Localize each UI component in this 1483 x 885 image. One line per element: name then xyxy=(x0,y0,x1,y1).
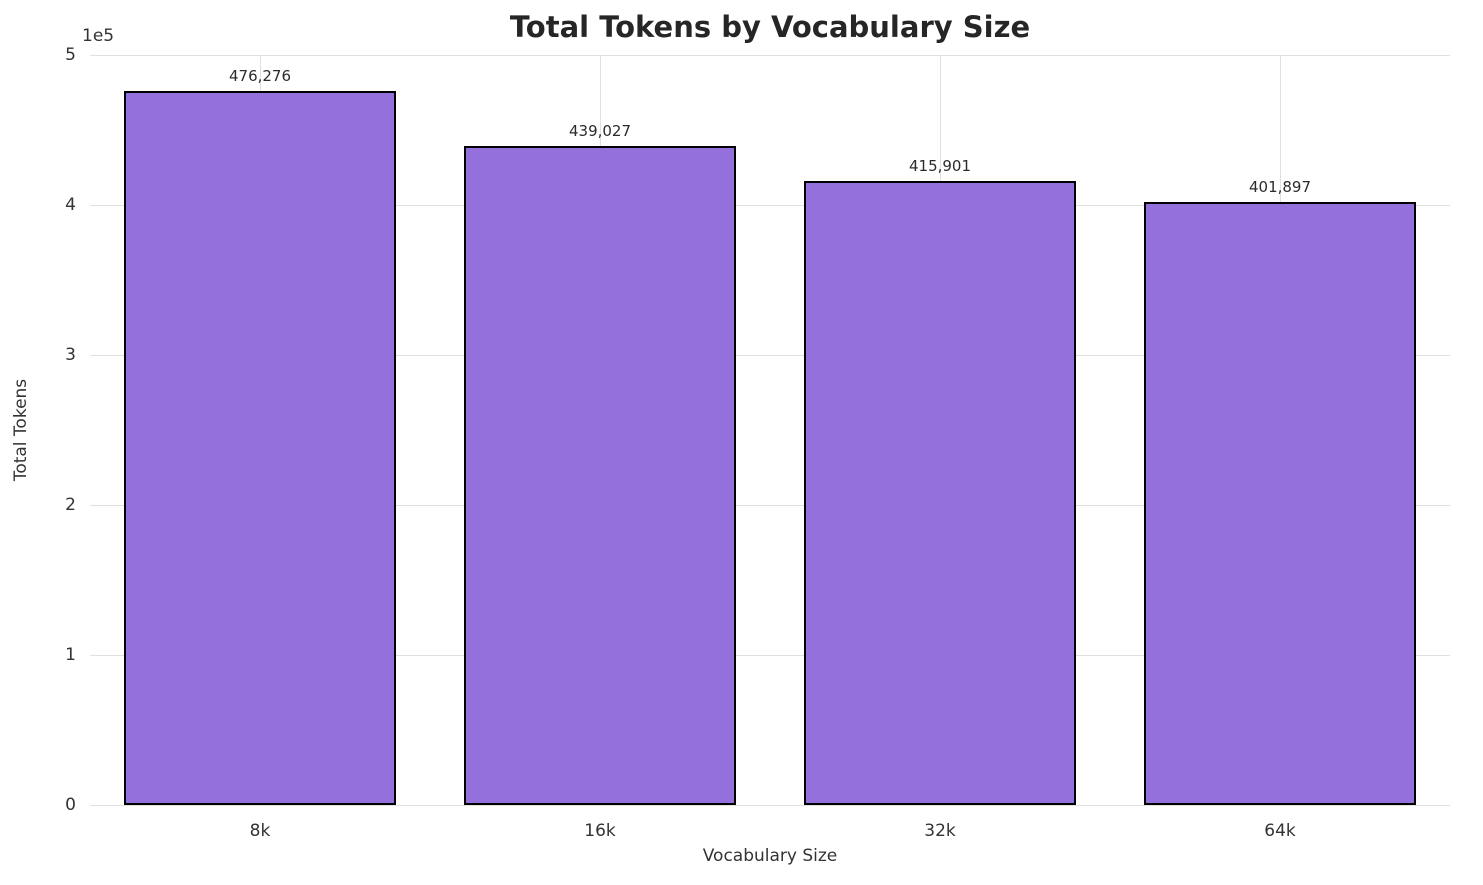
chart-title: Total Tokens by Vocabulary Size xyxy=(509,10,1031,44)
bar-32k xyxy=(804,181,1076,805)
x-tick-label: 64k xyxy=(1264,821,1296,841)
bar-16k xyxy=(464,146,736,805)
y-tick-label: 1 xyxy=(65,645,76,665)
y-tick-label: 2 xyxy=(65,495,76,515)
bar-value-label: 401,897 xyxy=(1248,178,1312,197)
x-tick-label: 16k xyxy=(584,821,616,841)
x-tick-label: 8k xyxy=(249,821,271,841)
bar-8k xyxy=(124,90,396,805)
y-gridline xyxy=(90,354,1450,356)
bar-64k xyxy=(1144,202,1416,805)
y-gridline xyxy=(90,54,1450,56)
x-axis-label: Vocabulary Size xyxy=(702,846,838,866)
y-gridline xyxy=(90,504,1450,506)
y-tick-label: 5 xyxy=(65,45,76,65)
y-axis-offset-label: 1e5 xyxy=(82,26,115,46)
bar-value-label: 439,027 xyxy=(568,122,632,141)
y-gridline xyxy=(90,804,1450,806)
y-gridline xyxy=(90,204,1450,206)
bar-value-label: 415,901 xyxy=(908,157,972,176)
y-gridline xyxy=(90,654,1450,656)
y-tick-label: 0 xyxy=(65,795,76,815)
x-tick-label: 32k xyxy=(924,821,956,841)
plot-area: 476,276 439,027 415,901 401,897 xyxy=(90,54,1450,806)
bar-value-label: 476,276 xyxy=(228,66,292,85)
y-axis-label: Total Tokens xyxy=(11,378,31,482)
y-tick-label: 3 xyxy=(65,345,76,365)
y-tick-label: 4 xyxy=(65,195,76,215)
